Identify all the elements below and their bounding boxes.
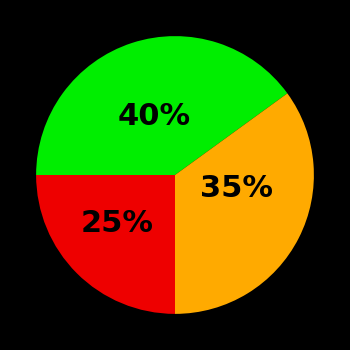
Text: 35%: 35% <box>199 174 273 203</box>
Text: 40%: 40% <box>118 102 191 131</box>
Text: 25%: 25% <box>80 209 153 238</box>
Wedge shape <box>175 93 314 314</box>
Wedge shape <box>36 36 287 175</box>
Wedge shape <box>36 175 175 314</box>
